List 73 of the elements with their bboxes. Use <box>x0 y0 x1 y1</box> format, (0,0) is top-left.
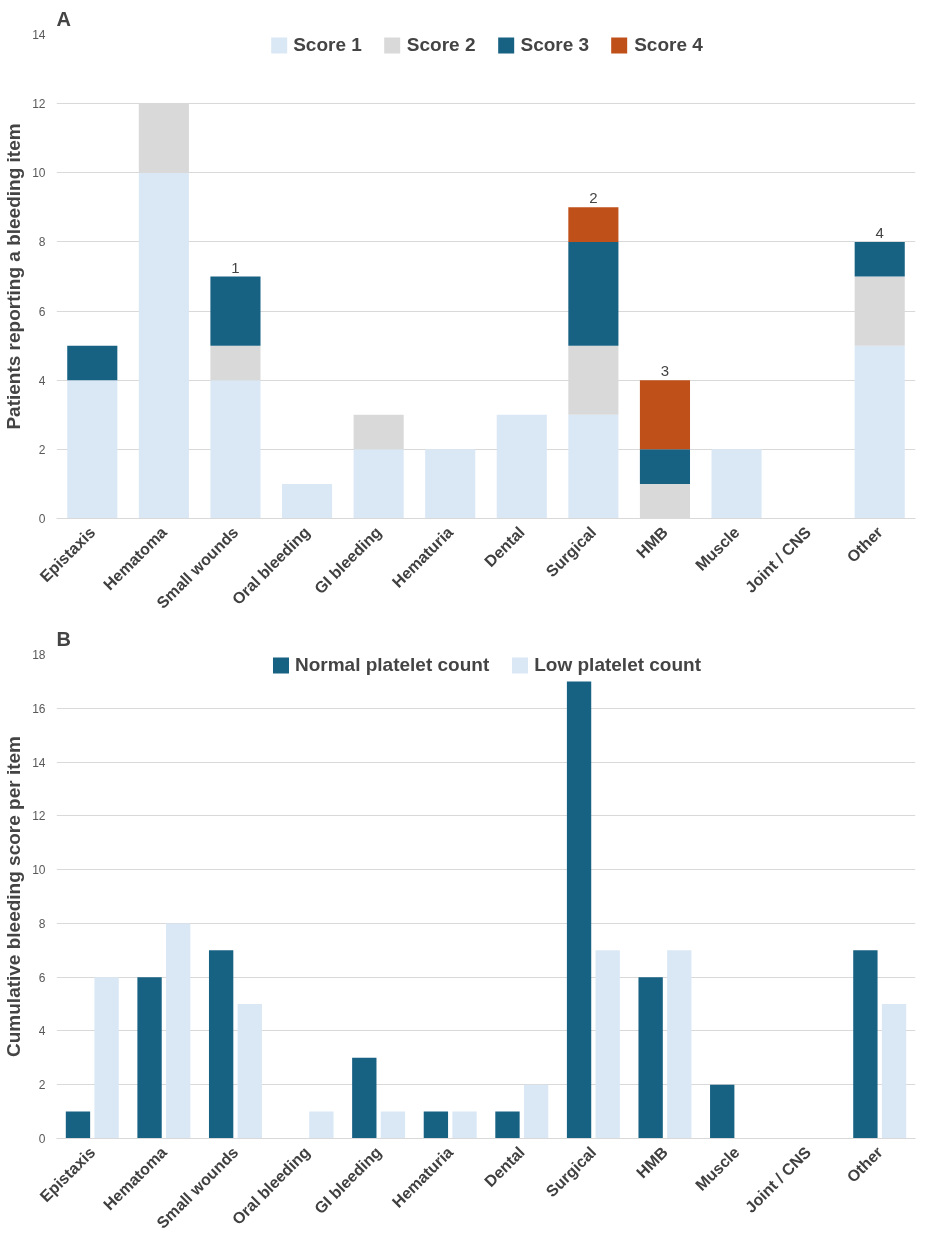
bar <box>854 345 905 519</box>
bar <box>210 380 261 519</box>
y-axis-title: Cumulative bleeding score per item <box>3 736 25 1057</box>
bar <box>210 276 261 346</box>
y-tick-label: 14 <box>32 28 46 42</box>
bar <box>423 1111 449 1139</box>
bar <box>639 380 691 450</box>
y-tick-label: 14 <box>32 755 46 770</box>
bar <box>568 241 619 346</box>
bar <box>452 1111 477 1139</box>
y-tick-label: 12 <box>32 809 46 824</box>
bar <box>67 380 118 519</box>
bar <box>137 977 162 1139</box>
annotation: 4 <box>875 223 884 241</box>
chart-title: B <box>56 627 71 650</box>
bar <box>495 1111 520 1139</box>
y-tick-label: 4 <box>38 1024 46 1039</box>
bar <box>210 345 261 381</box>
y-tick-label: 8 <box>38 235 46 250</box>
y-tick-label: 0 <box>38 1132 46 1146</box>
y-tick-label: 16 <box>32 701 46 716</box>
y-tick-label: 0 <box>38 512 46 526</box>
legend-label: Score 3 <box>520 34 590 56</box>
bar <box>710 1084 735 1139</box>
bar <box>568 414 619 519</box>
bar <box>166 923 191 1139</box>
bar <box>352 1057 377 1139</box>
y-tick-label: 6 <box>38 970 46 985</box>
bar <box>208 950 234 1139</box>
bar <box>566 681 592 1139</box>
y-tick-label: 10 <box>32 166 46 181</box>
bar <box>568 207 619 242</box>
bar <box>853 950 878 1139</box>
annotation: 3 <box>660 362 670 380</box>
bar <box>568 345 619 415</box>
bar <box>281 483 333 519</box>
bar <box>595 950 620 1139</box>
y-axis-title: Patients reporting a bleeding item <box>3 123 25 430</box>
legend-label: Low platelet count <box>534 654 702 676</box>
bar <box>639 449 691 484</box>
bar <box>711 449 762 519</box>
annotation: 2 <box>589 189 598 207</box>
y-tick-label: 4 <box>38 373 46 388</box>
bar <box>94 977 119 1139</box>
bar <box>523 1084 549 1139</box>
bar <box>425 449 476 519</box>
bar <box>67 345 118 381</box>
bar <box>854 241 905 277</box>
bar <box>854 276 905 346</box>
y-tick-label: 8 <box>38 916 46 931</box>
bar <box>496 414 547 519</box>
y-tick-label: 10 <box>32 863 46 878</box>
legend-label: Score 1 <box>293 34 362 56</box>
bar <box>65 1111 91 1139</box>
chart-title: A <box>56 7 71 30</box>
bar <box>138 172 189 519</box>
bar <box>309 1111 334 1139</box>
y-tick-label: 18 <box>32 648 46 662</box>
legend-label: Score 2 <box>406 34 476 56</box>
legend-label: Normal platelet count <box>294 654 490 676</box>
bar <box>237 1004 262 1139</box>
y-tick-label: 2 <box>38 1078 46 1093</box>
y-tick-label: 12 <box>32 97 46 112</box>
bar <box>380 1111 406 1139</box>
bar <box>881 1004 907 1139</box>
bar <box>353 449 404 519</box>
y-tick-label: 6 <box>38 304 46 319</box>
y-tick-label: 2 <box>38 442 46 457</box>
bar <box>638 977 663 1139</box>
annotation: 1 <box>231 258 240 276</box>
legend-label: Score 4 <box>634 34 703 56</box>
bar <box>667 950 692 1139</box>
bar <box>353 414 404 450</box>
